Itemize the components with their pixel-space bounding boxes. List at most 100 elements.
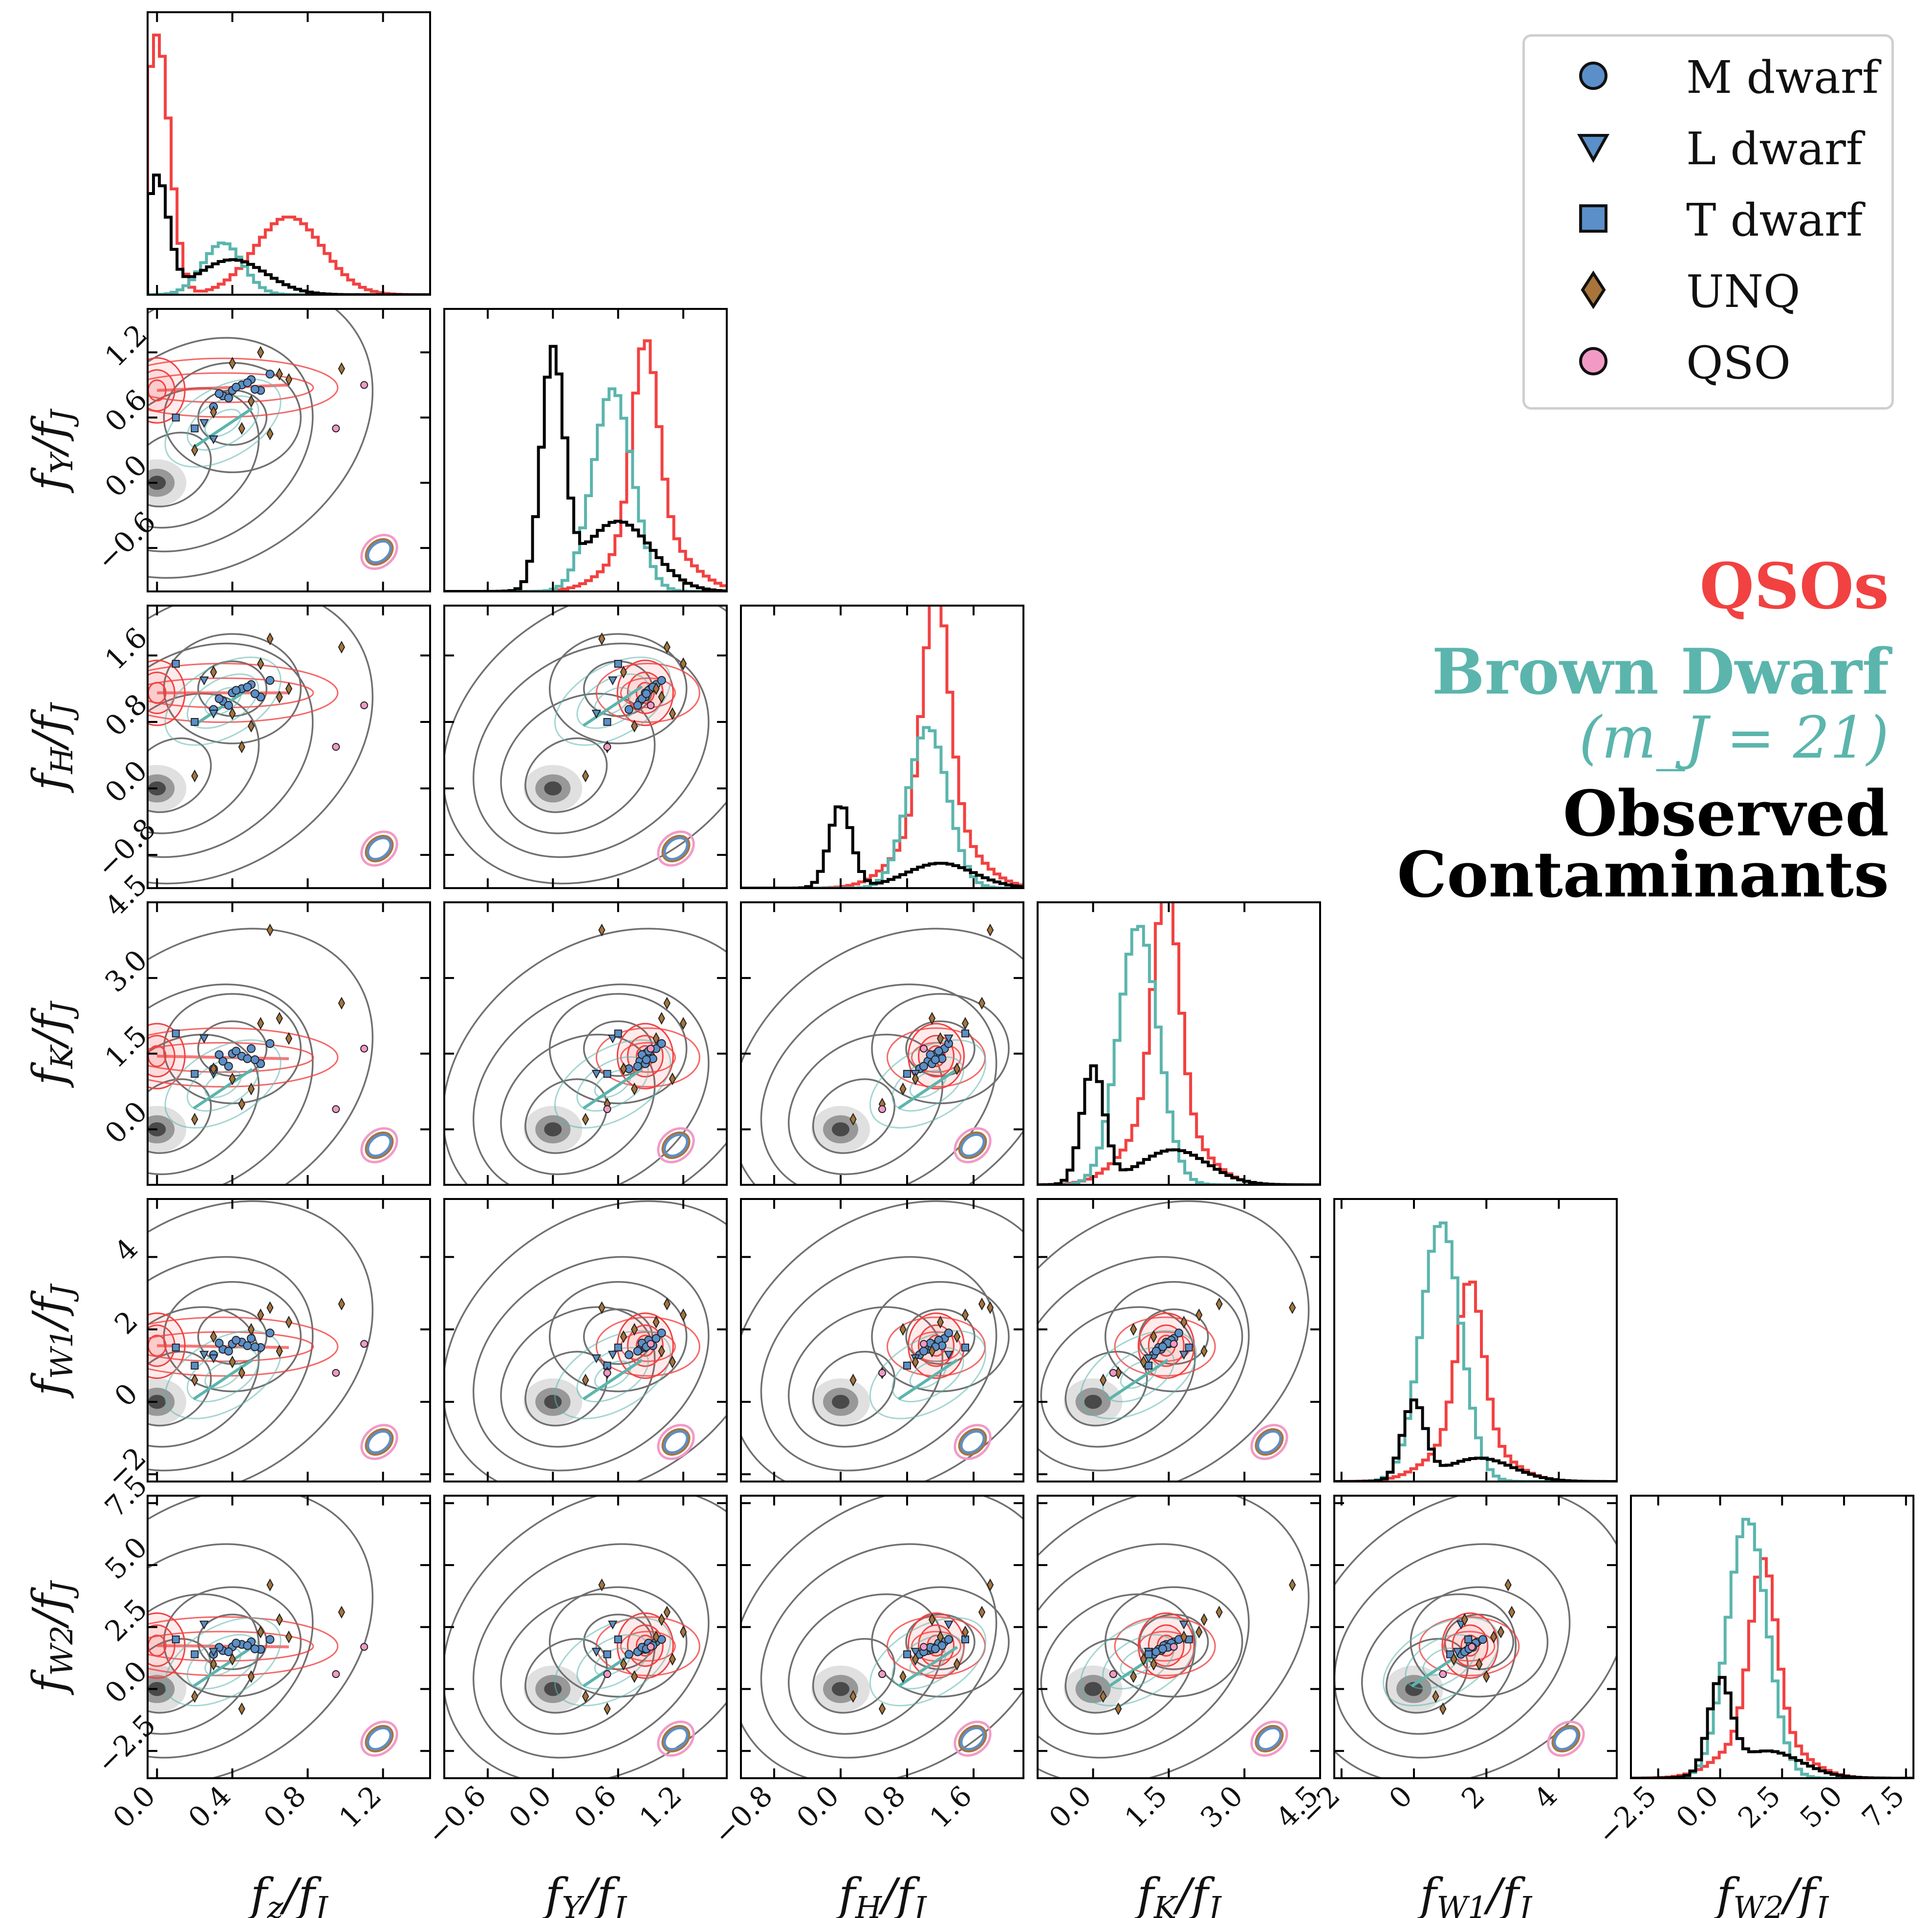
error-ellipse-unq <box>661 1428 691 1456</box>
point-unq <box>912 1653 919 1666</box>
point-m-dwarf <box>265 1635 275 1644</box>
panel-frame <box>443 308 728 592</box>
observed-density <box>1084 1395 1102 1409</box>
point-unq <box>257 346 264 359</box>
hist-observed-contaminants <box>1038 1064 1320 1185</box>
x-axis-label: fH/fJ <box>836 1869 927 1918</box>
error-ellipse-unq <box>365 1428 394 1456</box>
point-unq <box>338 1606 346 1619</box>
point-unq <box>1200 1613 1208 1626</box>
x-tick-label: 0 <box>1383 1779 1419 1815</box>
observed-contour <box>148 1496 374 1778</box>
observed-contour <box>148 642 314 858</box>
point-t-dwarf <box>614 660 622 668</box>
error-ellipse-mdwarf <box>1257 1726 1282 1751</box>
qso-contour <box>595 1027 700 1088</box>
error-ellipse-mdwarf <box>367 1133 392 1157</box>
observed-contour <box>905 1308 976 1365</box>
point-unq <box>1508 1606 1516 1619</box>
point-t-dwarf <box>172 1029 180 1038</box>
error-ellipse-qso <box>360 1424 398 1460</box>
title-contaminants: Contaminants <box>1397 838 1889 912</box>
panel-frame <box>740 1198 1024 1482</box>
observed-contour <box>163 633 302 744</box>
panel-fY-hist <box>443 308 728 592</box>
point-unq <box>338 997 346 1010</box>
bd-contour <box>1120 1360 1157 1389</box>
point-m-dwarf <box>215 1338 224 1348</box>
point-m-dwarf <box>250 1055 260 1065</box>
point-unq <box>1195 1308 1203 1322</box>
point-unq <box>936 1315 944 1329</box>
hist-brown-dwarf <box>148 241 430 295</box>
point-l-dwarf <box>199 1034 209 1044</box>
point-unq <box>257 1017 264 1030</box>
point-t-dwarf <box>191 1650 199 1658</box>
point-l-dwarf <box>591 1648 601 1657</box>
qso-contour <box>595 663 700 723</box>
legend-label: UNQ <box>1686 265 1801 318</box>
point-unq <box>899 1082 907 1095</box>
point-m-dwarf <box>246 1044 256 1053</box>
error-ellipse-mdwarf <box>1257 1430 1282 1454</box>
point-qso <box>332 424 340 433</box>
point-unq <box>928 1613 936 1626</box>
point-l-dwarf <box>199 676 209 686</box>
point-m-dwarf <box>633 1062 642 1071</box>
observed-contour <box>524 1351 608 1427</box>
point-unq <box>247 394 255 408</box>
point-unq <box>191 1690 198 1703</box>
point-unq <box>598 923 606 937</box>
point-unq <box>928 1012 936 1025</box>
panel-fH-vs-fW2: −0.8 0.0 0.8 1.6 fH/fJ <box>707 1495 1024 1918</box>
point-t-dwarf <box>191 718 199 726</box>
hist-brown-dwarf <box>444 387 727 591</box>
point-unq <box>936 1032 944 1045</box>
point-unq <box>338 362 346 375</box>
point-m-dwarf <box>657 1329 666 1338</box>
point-l-dwarf <box>1453 1648 1462 1657</box>
point-unq <box>663 640 671 654</box>
bd-track <box>897 1068 958 1110</box>
point-unq <box>582 1112 589 1126</box>
point-unq <box>247 719 255 733</box>
observed-contour <box>741 928 1023 1185</box>
point-unq <box>928 1345 936 1358</box>
observed-contour <box>148 309 374 579</box>
panel-fz-vs-fY: −0.60.0 0.6 1.2 fY/fJ <box>23 308 431 592</box>
observed-contour <box>548 1281 688 1393</box>
observed-contour <box>524 1078 608 1154</box>
bd-track <box>582 1068 643 1110</box>
point-m-dwarf <box>931 1644 940 1654</box>
bd-track <box>897 1646 958 1688</box>
observed-contour <box>472 983 710 1185</box>
point-t-dwarf <box>903 1361 911 1370</box>
point-qso <box>1170 1643 1178 1651</box>
point-l-dwarf <box>1179 1620 1189 1630</box>
error-ellipse-qso <box>1250 1721 1288 1757</box>
bd-contour <box>869 1330 987 1419</box>
point-t-dwarf <box>603 1650 611 1658</box>
point-unq <box>1150 1657 1157 1671</box>
panel-fH-hist <box>740 605 1024 889</box>
panel-frame <box>147 308 431 592</box>
error-ellipse-qso <box>1250 1424 1288 1460</box>
point-unq <box>1180 1315 1188 1329</box>
y-tick-label: 0.0 <box>98 754 153 809</box>
point-l-dwarf <box>1179 1351 1189 1360</box>
panel-frame <box>1037 1495 1321 1779</box>
panel-fz-hist <box>147 11 431 296</box>
panel-frame <box>147 1198 431 1482</box>
observed-contour <box>148 693 260 834</box>
observed-contour <box>787 1306 944 1448</box>
observed-density <box>148 459 187 506</box>
point-unq <box>878 1702 886 1716</box>
observed-contour <box>1040 1593 1196 1735</box>
qso-marker-icon <box>1579 347 1607 375</box>
point-unq <box>849 1112 857 1126</box>
point-unq <box>210 406 217 419</box>
point-unq <box>986 1301 994 1314</box>
point-qso <box>360 1643 369 1651</box>
